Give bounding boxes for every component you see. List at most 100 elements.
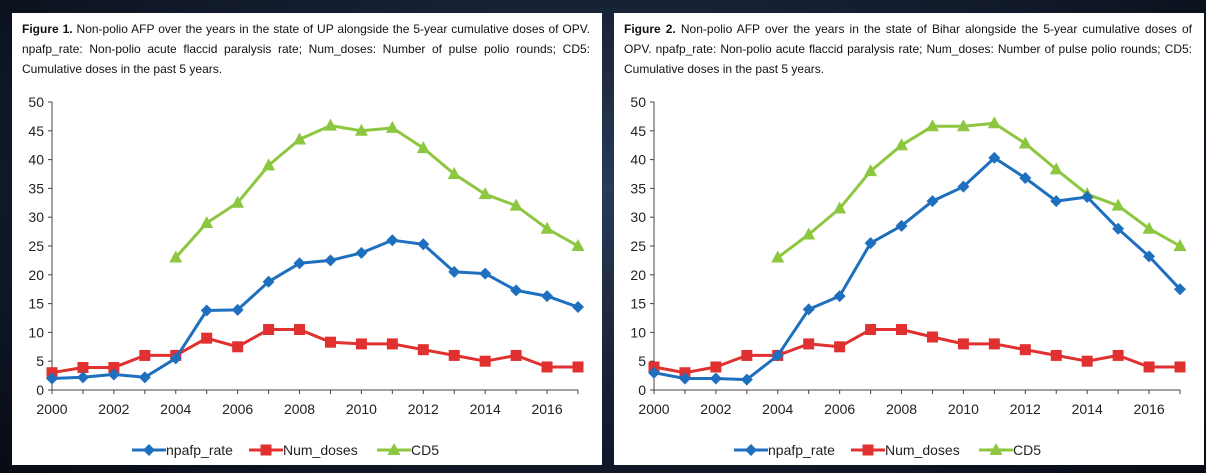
data-point-Num_doses [865,324,877,336]
figure-1-caption-text: Non-polio AFP over the years in the stat… [22,22,590,76]
x-tick-label: 2014 [470,401,501,417]
data-point-Num_doses [294,324,306,336]
data-point-npafp_rate [740,373,753,386]
legend-marker [260,444,272,456]
series-Num_doses [46,324,584,379]
data-point-npafp_rate [988,151,1001,164]
data-point-CD5 [895,138,909,151]
legend-marker [745,444,757,456]
y-tick-label: 5 [36,353,44,369]
data-point-npafp_rate [1019,172,1032,185]
data-point-npafp_rate [169,352,182,365]
data-point-Num_doses [572,361,584,373]
data-point-CD5 [864,164,878,177]
x-tick-label: 2010 [346,401,377,417]
data-point-npafp_rate [709,372,722,385]
data-point-Num_doses [1019,344,1031,356]
data-point-Num_doses [710,361,722,373]
y-tick-label: 30 [630,209,646,225]
data-point-npafp_rate [417,238,430,251]
data-point-npafp_rate [541,290,554,303]
x-tick-label: 2008 [284,401,315,417]
data-point-CD5 [1049,162,1063,175]
x-tick-label: 2004 [160,401,191,417]
y-tick-label: 0 [36,382,44,398]
data-point-npafp_rate [1112,222,1125,235]
data-point-Num_doses [834,341,846,353]
data-point-npafp_rate [895,219,908,232]
legend-label: npafp_rate [768,442,835,458]
data-point-Num_doses [479,355,491,367]
y-tick-label: 15 [630,296,646,312]
legend-label: Num_doses [283,442,358,458]
legend-label: Num_doses [885,442,960,458]
data-point-CD5 [385,120,399,133]
data-point-npafp_rate [678,372,691,385]
series-CD5 [771,116,1187,263]
data-point-Num_doses [803,338,815,350]
legend-marker [387,443,401,455]
legend-marker [862,444,874,456]
data-point-Num_doses [263,324,275,336]
data-point-Num_doses [77,362,89,374]
data-point-Num_doses [1174,361,1186,373]
y-tick-label: 50 [630,94,646,110]
data-point-npafp_rate [1081,191,1094,204]
y-tick-label: 20 [28,267,44,283]
figure-1-caption-prefix: Figure 1. [22,22,73,36]
data-point-npafp_rate [355,246,368,259]
data-point-npafp_rate [324,254,337,267]
x-tick-label: 2006 [222,401,253,417]
data-point-CD5 [447,167,461,179]
data-point-Num_doses [957,338,969,350]
figure-1-panel: Figure 1. Non-polio AFP over the years i… [12,13,602,465]
y-tick-label: 25 [630,238,646,254]
legend-item-npafp_rate: npafp_rate [734,442,835,458]
data-point-Num_doses [896,324,908,336]
y-tick-label: 45 [28,123,44,139]
y-tick-label: 15 [28,296,44,312]
y-tick-label: 25 [28,238,44,254]
data-point-npafp_rate [448,265,461,278]
y-tick-label: 10 [630,324,646,340]
data-point-CD5 [540,221,554,234]
figure-2-chart: 0 5 10 15 20 25 30 35 40 45 50 2000 2002 2004 2006 2008… [630,94,1187,458]
data-point-CD5 [169,250,183,263]
series-line-Num_doses [653,328,1180,375]
x-tick-label: 2000 [638,401,669,417]
data-point-npafp_rate [138,371,151,384]
data-point-Num_doses [386,338,398,350]
data-point-Num_doses [355,338,367,350]
x-tick-label: 2016 [531,401,562,417]
y-tick-label: 40 [630,152,646,168]
data-point-Num_doses [1143,361,1155,373]
data-point-CD5 [354,123,368,136]
y-tick-label: 45 [630,123,646,139]
data-point-npafp_rate [648,366,660,379]
data-point-CD5 [1111,198,1125,211]
figure-2-caption-text: Non-polio AFP over the years in the stat… [624,22,1193,76]
x-tick-label: 2016 [1133,401,1164,417]
data-point-Num_doses [108,362,120,374]
data-point-npafp_rate [510,284,523,297]
legend-marker [143,444,155,456]
data-point-CD5 [293,132,307,145]
data-point-npafp_rate [262,275,275,288]
legend-label: CD5 [411,442,439,458]
data-point-npafp_rate [833,290,846,303]
x-tick-label: 2012 [1010,401,1041,417]
data-point-CD5 [509,198,523,211]
data-point-npafp_rate [771,349,784,362]
data-point-Num_doses [1112,349,1124,361]
data-point-npafp_rate [46,372,58,385]
data-point-npafp_rate [1050,195,1063,208]
data-point-CD5 [416,141,430,154]
data-point-Num_doses [741,349,753,361]
x-tick-label: 2012 [408,401,439,417]
series-line-Num_doses [51,328,578,375]
figure-2-caption-prefix: Figure 2. [624,22,676,36]
data-point-npafp_rate [479,267,492,280]
legend-label: npafp_rate [166,442,233,458]
y-tick-label: 50 [28,94,44,110]
data-point-npafp_rate [1143,250,1156,263]
